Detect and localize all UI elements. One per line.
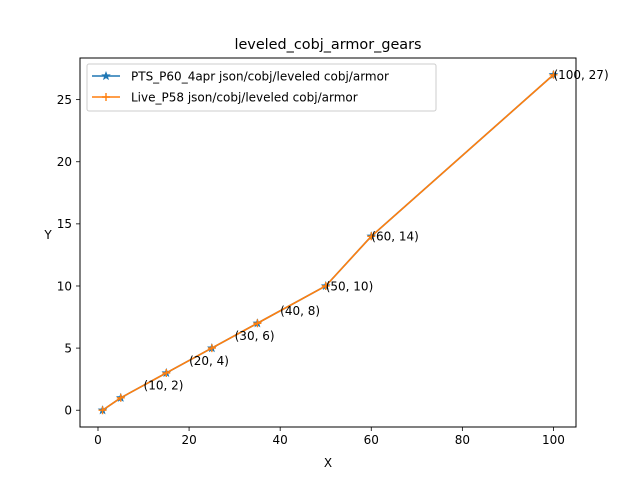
point-annotation: (10, 2) [144, 379, 184, 393]
x-axis-label: X [324, 456, 332, 470]
legend-label: Live_P58 json/cobj/leveled cobj/armor [131, 90, 358, 104]
point-annotation: (60, 14) [371, 230, 419, 244]
data-point-plus [102, 93, 110, 101]
point-annotation: (20, 4) [189, 354, 229, 368]
data-point-plus [321, 281, 330, 290]
data-point-plus [549, 70, 558, 79]
point-annotation: (50, 10) [326, 279, 374, 293]
point-annotation: (40, 8) [280, 304, 320, 318]
chart-title: leveled_cobj_armor_gears [234, 37, 421, 53]
axes: 0 20 40 60 80 100 0 5 10 15 20 25 [57, 57, 577, 447]
y-tick-label: 0 [64, 404, 72, 418]
x-tick-label: 100 [542, 433, 565, 447]
plot-area: (10, 2) (20, 4) (30, 6) (40, 8) (50, 10) (60,… [97, 68, 609, 415]
series-line [102, 74, 554, 411]
data-point-star [101, 70, 111, 81]
x-tick-label: 60 [364, 433, 379, 447]
point-annotation: (30, 6) [235, 329, 275, 343]
y-tick-label: 5 [64, 341, 72, 355]
y-tick-label: 15 [57, 217, 72, 231]
data-point-plus [162, 368, 171, 377]
legend-box [86, 63, 437, 112]
data-point-plus [253, 319, 262, 328]
x-tick-label: 0 [94, 433, 102, 447]
point-annotation: (100, 27) [553, 68, 608, 82]
y-tick-label: 25 [57, 93, 72, 107]
data-point-plus [98, 406, 107, 415]
x-tick-label: 80 [455, 433, 470, 447]
axes-frame [79, 57, 577, 428]
legend-label: PTS_P60_4apr json/cobj/leveled cobj/armo… [131, 69, 389, 83]
data-point-plus [116, 393, 125, 402]
y-axis-label: Y [43, 228, 52, 242]
x-tick-label: 40 [273, 433, 288, 447]
y-tick-label: 20 [57, 155, 72, 169]
data-point-plus [367, 232, 376, 241]
x-tick-label: 20 [181, 433, 196, 447]
legend: PTS_P60_4apr json/cobj/leveled cobj/armo… [86, 63, 437, 112]
y-tick-label: 10 [57, 279, 72, 293]
data-point-plus [207, 344, 216, 353]
